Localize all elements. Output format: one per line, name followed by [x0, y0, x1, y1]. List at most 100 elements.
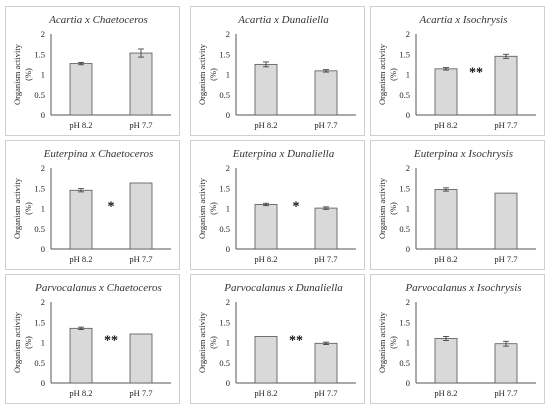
chart-title: Euterpina x Dunaliella [232, 148, 335, 160]
y-axis-label: Organism activity(%) [377, 311, 398, 373]
y-tick-label: 0 [41, 110, 45, 120]
y-tick-label: 2 [41, 29, 45, 39]
y-tick-label: 1 [41, 338, 45, 348]
y-axis-label: Organism activity(%) [12, 311, 33, 373]
y-tick-label: 0 [406, 110, 410, 120]
y-axis-label: Organism activity(%) [197, 177, 218, 239]
category-label: pH 7.7 [494, 120, 517, 130]
y-tick-label: 0 [226, 378, 230, 388]
chart-svg: Euterpina x Chaetoceros Organism activity… [12, 148, 171, 264]
chart-svg: Parvocalanus x Isochrysis Organism activi… [377, 282, 536, 398]
chart-panel-1: Acartia x Chaetoceros Organism activity(%… [5, 6, 180, 136]
chart-title: Acartia x Isochrysis [419, 14, 508, 26]
chart-title: Acartia x Dunaliella [237, 14, 329, 26]
significance-marker: ** [104, 334, 118, 349]
y-tick-label: 1 [406, 204, 410, 214]
significance-marker: ** [469, 66, 483, 81]
category-label: pH 8.2 [254, 388, 277, 398]
bar-2 [314, 207, 338, 250]
y-tick-label: 0 [226, 110, 230, 120]
y-tick-label: 0.5 [399, 358, 410, 368]
chart-panel-5: Euterpina x Dunaliella Organism activity(… [190, 140, 365, 270]
chart-title: Acartia x Chaetoceros [48, 14, 148, 26]
chart-panel-3: Acartia x Isochrysis Organism activity(%)… [370, 6, 545, 136]
category-label: pH 8.2 [434, 120, 457, 130]
bar-2 [129, 333, 153, 384]
y-tick-label: 1.5 [399, 183, 410, 193]
category-label: pH 7.7 [494, 388, 517, 398]
chart-title: Euterpina x Chaetoceros [43, 148, 154, 160]
y-axis-label: Organism activity(%) [377, 43, 398, 105]
bar-1 [254, 336, 278, 384]
category-label: pH 8.2 [254, 254, 277, 264]
category-label: pH 8.2 [69, 388, 92, 398]
category-label: pH 7.7 [129, 388, 152, 398]
chart-panel-7: Parvocalanus x Chaetoceros Organism activ… [5, 274, 180, 404]
bar-2 [314, 342, 338, 384]
y-tick-label: 0 [226, 244, 230, 254]
bar-2 [494, 192, 518, 250]
y-tick-label: 2 [226, 29, 230, 39]
significance-marker: * [108, 200, 115, 215]
y-axis-label: Organism activity(%) [377, 177, 398, 239]
y-tick-label: 2 [226, 163, 230, 173]
y-tick-label: 0 [406, 244, 410, 254]
y-tick-label: 1 [41, 204, 45, 214]
y-tick-label: 1 [41, 70, 45, 80]
y-tick-label: 2 [41, 297, 45, 307]
significance-marker: ** [289, 334, 303, 349]
bar-2 [129, 182, 153, 250]
y-tick-label: 0.5 [399, 90, 410, 100]
y-tick-label: 0.5 [34, 224, 45, 234]
y-tick-label: 0 [41, 244, 45, 254]
y-tick-label: 2 [406, 163, 410, 173]
chart-title: Parvocalanus x Chaetoceros [34, 282, 162, 294]
y-tick-label: 1.5 [399, 49, 410, 59]
bar-1 [254, 204, 278, 250]
y-tick-label: 1 [226, 338, 230, 348]
y-tick-label: 2 [41, 163, 45, 173]
bar-1 [69, 63, 93, 116]
chart-panel-4: Euterpina x Chaetoceros Organism activity… [5, 140, 180, 270]
chart-title: Parvocalanus x Dunaliella [223, 282, 343, 294]
y-tick-label: 0.5 [219, 90, 230, 100]
category-label: pH 7.7 [314, 120, 337, 130]
y-tick-label: 1.5 [219, 49, 230, 59]
bar-1 [69, 327, 93, 384]
y-tick-label: 2 [406, 29, 410, 39]
y-tick-label: 1.5 [399, 317, 410, 327]
y-tick-label: 1.5 [219, 317, 230, 327]
chart-svg: Acartia x Chaetoceros Organism activity(%… [12, 14, 171, 130]
y-tick-label: 1.5 [34, 183, 45, 193]
significance-marker: * [293, 200, 300, 215]
y-tick-label: 0 [41, 378, 45, 388]
chart-svg: Euterpina x Dunaliella Organism activity(… [197, 148, 356, 264]
y-tick-label: 0.5 [34, 358, 45, 368]
y-tick-label: 0 [406, 378, 410, 388]
category-label: pH 7.7 [314, 254, 337, 264]
y-tick-label: 1.5 [219, 183, 230, 193]
bar-2 [129, 52, 153, 116]
bar-1 [69, 189, 93, 250]
chart-svg: Euterpina x Isochrysis Organism activity(… [377, 148, 536, 264]
y-tick-label: 2 [226, 297, 230, 307]
bar-1 [434, 338, 458, 384]
category-label: pH 8.2 [69, 254, 92, 264]
category-label: pH 8.2 [434, 254, 457, 264]
category-label: pH 8.2 [254, 120, 277, 130]
chart-panel-8: Parvocalanus x Dunaliella Organism activi… [190, 274, 365, 404]
chart-svg: Parvocalanus x Chaetoceros Organism activ… [12, 282, 171, 398]
bar-2 [314, 70, 338, 116]
bar-1 [254, 63, 278, 116]
chart-panel-9: Parvocalanus x Isochrysis Organism activi… [370, 274, 545, 404]
y-tick-label: 1.5 [34, 317, 45, 327]
category-label: pH 7.7 [129, 120, 152, 130]
y-tick-label: 2 [406, 297, 410, 307]
chart-svg: Acartia x Isochrysis Organism activity(%)… [377, 14, 536, 130]
y-tick-label: 0.5 [399, 224, 410, 234]
category-label: pH 7.7 [494, 254, 517, 264]
y-axis-label: Organism activity(%) [12, 43, 33, 105]
category-label: pH 7.7 [129, 254, 152, 264]
category-label: pH 8.2 [69, 120, 92, 130]
